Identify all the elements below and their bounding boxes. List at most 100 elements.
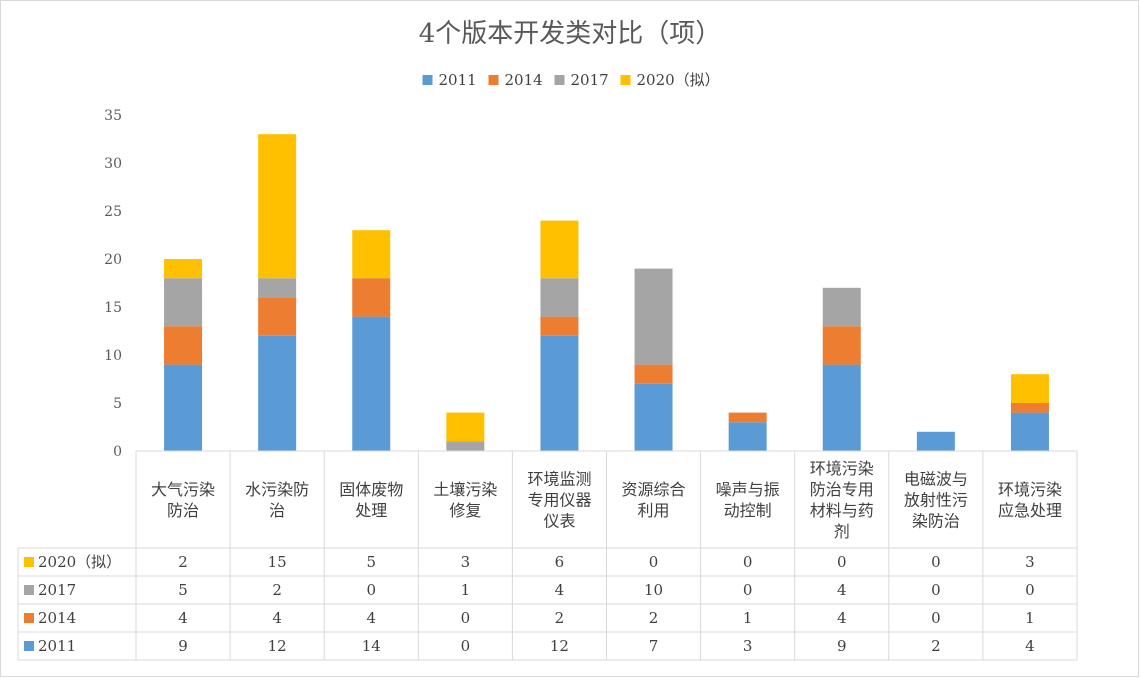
legend-swatch (488, 75, 499, 85)
bar-segment-2020-4 (446, 412, 485, 442)
table-cell: 14 (362, 637, 381, 655)
bar-segment-2011-3 (352, 316, 391, 451)
bar-segment-2014-3 (352, 278, 391, 317)
table-cell: 2 (555, 609, 565, 627)
table-cell: 0 (743, 581, 753, 599)
table-cell: 0 (461, 637, 471, 655)
y-tick-label: 35 (104, 108, 122, 124)
y-tick-label: 25 (104, 204, 122, 220)
table-cell: 1 (1025, 609, 1035, 627)
table-cell: 4 (837, 581, 847, 599)
legend-label: 2020（拟） (637, 71, 720, 89)
table-cell: 0 (931, 553, 941, 571)
table-cell: 4 (178, 609, 188, 627)
bar-segment-2014-6 (634, 364, 673, 384)
category-label: 土壤污染修复 (433, 480, 497, 520)
y-axis: 0 5 10 15 20 25 30 35 (104, 108, 122, 460)
bars (164, 134, 1049, 451)
table-cell: 4 (555, 581, 565, 599)
bar-segment-2011-7 (728, 422, 767, 451)
y-tick-label: 0 (113, 444, 122, 460)
table-row-header: 2011 (38, 637, 76, 655)
legend-label: 2014 (505, 71, 543, 89)
legend: 2011 2014 2017 2020（拟） (422, 71, 720, 89)
table-cell: 0 (931, 581, 941, 599)
table-cell: 3 (461, 553, 471, 571)
bar-segment-2014-10 (1010, 403, 1049, 413)
table-cell: 12 (268, 637, 287, 655)
table-cell: 3 (743, 637, 753, 655)
bar-segment-2017-8 (822, 287, 861, 327)
table-cell: 0 (931, 609, 941, 627)
table-row-header: 2020（拟） (38, 553, 121, 571)
legend-swatch (422, 75, 433, 85)
table-cell: 15 (268, 553, 287, 571)
bar-segment-2017-6 (634, 268, 673, 365)
bar-segment-2014-1 (164, 326, 203, 365)
y-tick-label: 20 (104, 252, 122, 268)
category-label: 环境监测专用仪器仪表 (527, 470, 591, 531)
table-cell: 4 (837, 609, 847, 627)
table-legend-swatch (24, 557, 34, 567)
table-cell: 0 (461, 609, 471, 627)
legend-swatch (554, 75, 565, 85)
bar-segment-2017-4 (446, 441, 485, 451)
chart-title: 4个版本开发类对比（项） (419, 19, 722, 49)
table-cell: 9 (837, 637, 847, 655)
table-cell: 0 (649, 553, 659, 571)
data-table: 大气污染防治水污染防治固体废物处理土壤污染修复环境监测专用仪器仪表资源综合利用噪… (17, 450, 1078, 661)
bar-segment-2011-8 (822, 364, 861, 451)
table-cell: 2 (931, 637, 941, 655)
table-cell: 0 (1025, 581, 1035, 599)
bar-segment-2011-1 (164, 364, 203, 451)
bar-segment-2014-7 (728, 412, 767, 423)
table-cell: 0 (837, 553, 847, 571)
y-tick-label: 30 (104, 156, 122, 172)
bar-segment-2011-5 (540, 335, 579, 451)
bar-segment-2017-5 (540, 278, 579, 317)
category-label: 资源综合利用 (622, 480, 686, 520)
table-cell: 12 (550, 637, 569, 655)
table-cell: 9 (178, 637, 188, 655)
table-legend-swatch (24, 613, 34, 623)
category-label: 环境污染防治专用材料与药剂 (810, 459, 874, 541)
category-label: 电磁波与放射性污染防治 (904, 470, 968, 531)
y-tick-label: 10 (104, 348, 122, 364)
y-tick-label: 5 (113, 396, 122, 412)
table-cell: 2 (272, 581, 282, 599)
table-row-header: 2017 (38, 581, 76, 599)
category-label: 环境污染应急处理 (998, 480, 1062, 520)
bar-segment-2020-3 (352, 230, 391, 279)
category-label: 水污染防治 (245, 480, 309, 520)
category-label: 噪声与振动控制 (716, 480, 780, 520)
legend-label: 2011 (439, 71, 477, 89)
legend-label: 2017 (571, 71, 609, 89)
table-legend-swatch (24, 641, 34, 651)
table-cell: 6 (555, 553, 565, 571)
bar-segment-2014-5 (540, 316, 579, 336)
table-cell: 1 (461, 581, 471, 599)
table-cell: 7 (649, 637, 659, 655)
table-row-header: 2014 (38, 609, 76, 627)
bar-segment-2017-2 (258, 278, 297, 298)
bar-segment-2014-2 (258, 297, 297, 336)
table-cell: 5 (366, 553, 376, 571)
table-cell: 10 (644, 581, 663, 599)
bar-segment-2011-2 (258, 335, 297, 451)
bar-segment-2020-5 (540, 220, 579, 279)
y-tick-label: 15 (104, 300, 122, 316)
table-cell: 4 (272, 609, 282, 627)
table-cell: 0 (366, 581, 376, 599)
bar-segment-2011-6 (634, 383, 673, 451)
legend-swatch (620, 75, 631, 85)
bar-segment-2020-10 (1010, 374, 1049, 403)
bar-segment-2020-1 (164, 259, 203, 279)
bar-segment-2017-1 (164, 278, 203, 327)
table-cell: 0 (743, 553, 753, 571)
bar-segment-2014-8 (822, 326, 861, 365)
table-legend-swatch (24, 585, 34, 595)
table-cell: 3 (1025, 553, 1035, 571)
table-cell: 4 (1025, 637, 1035, 655)
